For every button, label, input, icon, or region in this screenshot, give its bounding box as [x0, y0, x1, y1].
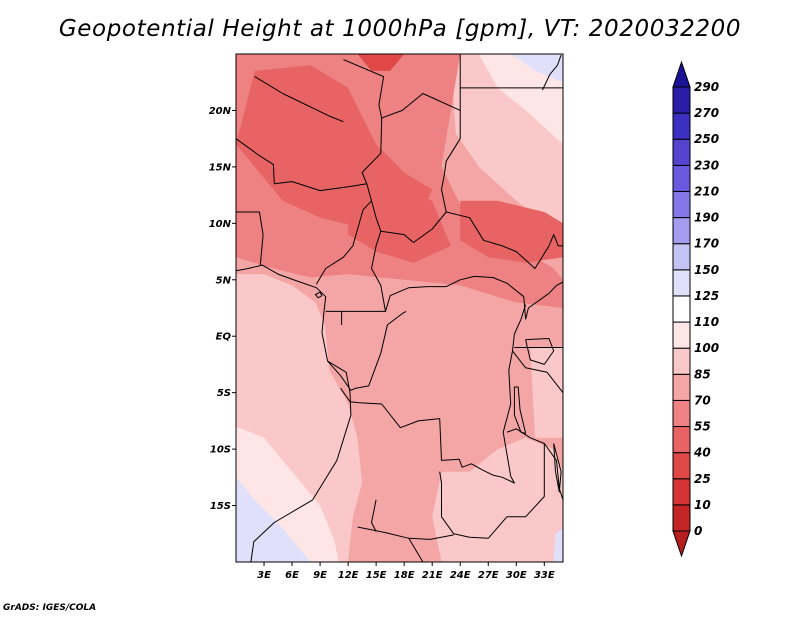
border-line-22 [543, 443, 563, 501]
lon-tick-label: 3E [257, 570, 271, 581]
border-line-28 [371, 499, 377, 532]
chart-title: Geopotential Height at 1000hPa [gpm], VT… [58, 16, 742, 42]
colorbar-cell [672, 347, 691, 375]
colorbar-cell [672, 86, 691, 114]
colorbar-label: 290 [694, 80, 719, 94]
border-line-10 [371, 231, 527, 320]
colorbar-cell [672, 373, 691, 401]
colorbar-cell [672, 452, 691, 480]
colorbar-cell [672, 243, 691, 271]
border-line-15 [439, 428, 545, 539]
colorbar-label: 270 [694, 106, 719, 120]
lon-tick-label: 9E [313, 570, 327, 581]
colorbar-label: 0 [694, 524, 702, 538]
colorbar-label: 230 [694, 158, 719, 172]
colorbar-cell [672, 138, 691, 166]
colorbar-cell [672, 295, 691, 323]
colorbar: 0 10 25 40 55 70 85 100 110 125 150 170 190 210 230 250… [672, 60, 719, 558]
colorbar-label: 100 [694, 341, 719, 355]
colorbar-label: 110 [694, 315, 719, 329]
border-line-14 [340, 304, 527, 484]
colorbar-cell [672, 321, 691, 349]
shade-top-dark [357, 54, 405, 71]
lon-tick-label: 15E [366, 570, 387, 581]
border-line-1 [236, 138, 372, 285]
lat-tick-label: 15S [210, 501, 231, 512]
shade-central-dark [348, 183, 451, 263]
colorbar-cell [672, 426, 691, 454]
shade-light-southeast [432, 437, 563, 562]
border-line-20 [546, 371, 563, 394]
lon-tick-label: 27E [478, 570, 499, 581]
colorbar-cell [672, 217, 691, 245]
colorbar-cell [672, 478, 691, 506]
colorbar-label: 190 [694, 211, 719, 225]
border-line-3 [254, 76, 344, 123]
colorbar-cell [672, 269, 691, 297]
lon-tick-label: 6E [285, 570, 299, 581]
shade-ne-blue [511, 54, 563, 83]
colorbar-cell [672, 112, 691, 140]
colorbar-bottom-triangle [672, 530, 691, 558]
border-line-21 [525, 281, 563, 320]
colorbar-label: 55 [694, 420, 711, 434]
lat-tick-label: 15N [209, 162, 232, 173]
lon-tick-label: 12E [338, 570, 359, 581]
border-line-26 [541, 54, 562, 91]
colorbar-label: 70 [694, 393, 711, 407]
lon-tick-label: 24E [450, 570, 471, 581]
colorbar-label: 150 [694, 263, 719, 277]
lon-tick-label: 21E [422, 570, 443, 581]
border-line-0 [236, 264, 352, 562]
field-shading [236, 54, 563, 562]
lat-tick-label: EQ [216, 332, 232, 343]
border-line-17 [408, 538, 424, 562]
colorbar-label: 170 [694, 237, 719, 251]
colorbar-label: 125 [694, 289, 719, 303]
colorbar-label: 210 [694, 184, 719, 198]
border-line-9 [446, 211, 563, 269]
shade-ne-white [478, 54, 563, 145]
border-line-8 [371, 200, 447, 243]
colorbar-label: 250 [694, 132, 719, 146]
colorbar-cell [672, 504, 691, 532]
border-line-23 [513, 386, 527, 434]
lon-tick-label: 30E [506, 570, 527, 581]
border-line-13 [327, 310, 407, 391]
lat-tick-label: 5N [216, 275, 232, 286]
lon-tick-label: 18E [394, 570, 415, 581]
lat-tick-label: 10N [209, 219, 232, 230]
border-line-27 [314, 291, 323, 299]
colorbar-cell [672, 190, 691, 219]
lat-tick-label: 10S [210, 445, 231, 456]
shade-blue-southeast [553, 528, 563, 562]
colorbar-label: 10 [694, 498, 711, 512]
map-frame [235, 53, 564, 563]
grads-credit: GrADS: IGES/COLA [3, 603, 97, 613]
shade-east-dark [460, 200, 563, 263]
lat-tick-label: 20N [209, 106, 232, 117]
colorbar-label: 85 [694, 367, 711, 381]
colorbar-label: 25 [694, 472, 711, 486]
colorbar-cell [672, 164, 691, 192]
country-borders [236, 54, 563, 562]
lat-tick-label: 5S [217, 388, 231, 399]
axis-ticks: 20N 15N 10N 5N EQ 5S 10S 15S 3E 6E 9E 12E 15E 18E 21E 2… [209, 106, 555, 581]
colorbar-label: 40 [693, 446, 711, 460]
border-line-2 [236, 211, 264, 266]
lon-tick-label: 33E [534, 570, 555, 581]
border-line-24 [525, 338, 555, 365]
colorbar-cell [672, 399, 691, 428]
border-line-19 [512, 350, 548, 373]
border-line-25 [553, 443, 562, 493]
border-line-5 [380, 93, 461, 213]
colorbar-top-triangle [672, 60, 691, 88]
